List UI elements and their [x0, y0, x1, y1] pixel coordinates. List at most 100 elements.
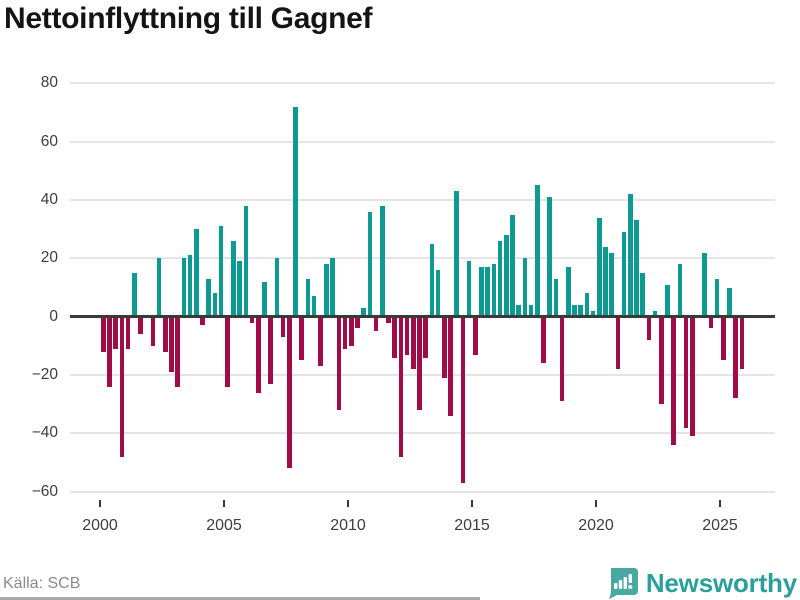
bar-positive [627, 194, 633, 317]
bar-positive [596, 217, 602, 317]
x-axis-tick-mark [99, 500, 101, 507]
bar-positive [466, 261, 472, 317]
bar-negative [286, 316, 292, 469]
bar-positive [677, 264, 683, 317]
bar-positive [665, 284, 670, 317]
bar-positive [603, 246, 608, 317]
bar-negative [162, 316, 168, 352]
bar-positive [516, 305, 522, 317]
newsworthy-wordmark: Newsworthy [645, 567, 797, 598]
grid-line [70, 374, 775, 377]
bar-negative [175, 316, 181, 387]
bar-positive [565, 267, 571, 317]
bar-positive [572, 305, 577, 317]
x-axis-tick-label: 2000 [82, 517, 118, 534]
grid-line [70, 82, 775, 85]
bar-negative [342, 316, 348, 349]
y-axis-tick-label: −20 [31, 366, 58, 384]
bar-positive [237, 261, 243, 317]
bar-negative [280, 316, 286, 338]
x-axis-tick-label: 2015 [454, 517, 490, 534]
bar-negative [373, 316, 379, 332]
bar-negative [460, 316, 466, 483]
y-axis-tick-label: 40 [40, 191, 58, 209]
newsworthy-logo: Newsworthy [607, 566, 797, 600]
x-axis-tick-mark [347, 500, 349, 507]
bar-positive [454, 191, 460, 317]
bar-negative [169, 316, 174, 373]
x-axis-tick-mark [595, 500, 597, 507]
bar-positive [367, 211, 373, 317]
bar-negative [138, 316, 143, 335]
bar-positive [274, 258, 280, 317]
axis-zero-line [70, 315, 775, 319]
bar-negative [125, 316, 131, 349]
bar-positive [584, 293, 590, 317]
bar-positive [324, 264, 329, 317]
bar-negative [658, 316, 664, 405]
bar-negative [472, 316, 478, 355]
bar-negative [615, 316, 621, 370]
bar-negative [119, 316, 125, 457]
bar-negative [100, 316, 106, 352]
bar-negative [107, 316, 112, 387]
x-axis-tick-label: 2010 [330, 517, 366, 534]
bar-positive [553, 278, 559, 317]
bar-negative [386, 316, 391, 323]
y-axis-tick-label: −60 [31, 482, 58, 500]
bar-positive [714, 278, 720, 317]
bar-negative [683, 316, 689, 428]
x-axis-tick-mark [471, 500, 473, 507]
bar-negative [720, 316, 726, 361]
bar-negative [541, 316, 546, 364]
grid-line [70, 199, 775, 202]
grid-line [70, 490, 775, 493]
bar-positive [330, 258, 336, 317]
progress-bar [0, 597, 480, 600]
source-caption: Källa: SCB [3, 575, 81, 592]
bar-positive [590, 310, 596, 317]
page-title: Nettoinflyttning till Gagnef [4, 2, 373, 35]
bar-positive [231, 240, 236, 317]
x-axis-tick-label: 2025 [702, 517, 738, 534]
bar-positive [262, 281, 267, 317]
y-axis-tick-label: 80 [40, 74, 58, 92]
bar-positive [652, 310, 658, 317]
bar-positive [156, 258, 162, 317]
bar-positive [547, 197, 553, 317]
bar-negative [150, 316, 156, 346]
x-axis-tick-label: 2020 [578, 517, 614, 534]
y-axis-tick-label: 20 [40, 249, 58, 267]
bar-negative [410, 316, 416, 370]
bar-negative [441, 316, 447, 378]
bar-positive [243, 205, 249, 317]
bar-positive [361, 307, 367, 317]
bar-positive [479, 267, 484, 317]
bar-positive [485, 267, 491, 317]
bar-positive [131, 272, 137, 317]
bar-positive [640, 272, 646, 317]
bar-negative [708, 316, 714, 329]
bar-positive [311, 296, 317, 317]
bar-positive [578, 305, 584, 317]
bar-positive [621, 232, 627, 317]
y-axis-tick-label: 0 [49, 307, 58, 325]
bar-positive [534, 185, 540, 317]
bar-negative [671, 316, 677, 446]
bar-positive [206, 278, 212, 317]
bar-positive [497, 240, 503, 317]
bar-negative [417, 316, 422, 411]
bar-positive [503, 235, 509, 317]
bar-negative [559, 316, 565, 402]
bar-positive [187, 255, 193, 317]
grid-line [70, 257, 775, 260]
x-axis-tick-label: 2005 [206, 517, 242, 534]
bar-negative [689, 316, 695, 437]
x-axis-tick-mark [223, 500, 225, 507]
bar-positive [727, 287, 732, 317]
newsworthy-speech-bubble-barchart-icon [607, 567, 638, 599]
bar-negative [268, 316, 274, 384]
bar-positive [305, 278, 311, 317]
bar-negative [448, 316, 453, 416]
